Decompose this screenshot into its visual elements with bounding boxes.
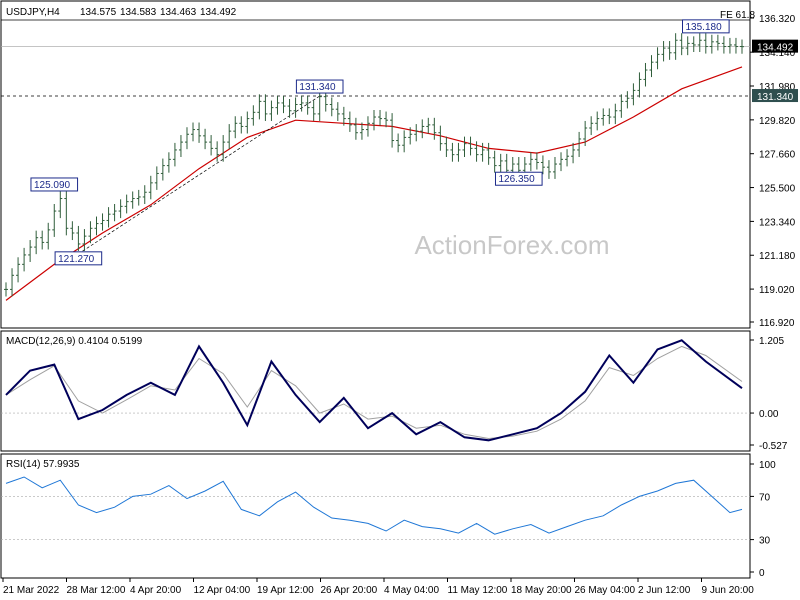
rsi-tick-label: 30 <box>759 536 771 547</box>
macd-line <box>5 339 743 442</box>
price-tick-label: 121.180 <box>759 251 796 262</box>
rsi-grid <box>1 496 750 540</box>
ohlc-high: 134.583 <box>120 7 157 18</box>
price-grid <box>1 19 750 97</box>
ohlc-close: 134.492 <box>200 7 237 18</box>
time-tick-label: 26 Apr 20:00 <box>321 585 378 596</box>
support-price-box <box>752 89 798 103</box>
price-tick-label: 116.920 <box>759 318 795 329</box>
macd-tick-label: 1.205 <box>759 336 784 347</box>
annotation-box <box>682 19 730 34</box>
macd-label: MACD(12,26,9) 0.4104 0.5199 <box>6 336 143 347</box>
time-axis: 21 Mar 2022 28 Mar 12:00 4 Apr 20:00 12 Apr… <box>2 578 755 596</box>
price-tick-label: 134.140 <box>759 48 796 59</box>
annotation-label: 135.180 <box>686 22 723 33</box>
current-price-box <box>752 39 798 53</box>
macd-lines <box>5 339 743 442</box>
macd-axis: 1.205 0.00 -0.527 <box>750 336 788 452</box>
time-tick-label: 11 May 12:00 <box>448 585 508 596</box>
annotation-label: 131.340 <box>299 82 336 93</box>
annotations-group: 125.090 121.270 131.340 126.350 135.180 <box>30 19 730 266</box>
macd-tick-label: 0.00 <box>759 409 779 420</box>
time-tick-label: 4 Apr 20:00 <box>130 585 182 596</box>
rsi-line <box>5 476 743 535</box>
trend-line <box>78 95 320 255</box>
macd-tick-label: -0.527 <box>759 441 788 452</box>
moving-average-group <box>5 66 743 301</box>
price-panel-frame <box>0 0 751 329</box>
fib-label: FE 61.8 <box>720 10 755 21</box>
rsi-tick-label: 0 <box>759 568 765 579</box>
rsi-tick-label: 70 <box>759 492 771 503</box>
price-tick-label: 136.320 <box>759 14 796 25</box>
price-series-group <box>4 33 744 297</box>
symbol-label: USDJPY,H4 <box>6 7 60 18</box>
annotation-box <box>295 79 344 94</box>
signal-line <box>5 345 743 440</box>
time-tick-label: 4 May 04:00 <box>384 585 439 596</box>
support-price-label: 131.340 <box>757 92 794 103</box>
watermark: ActionForex.com <box>414 230 609 260</box>
price-axis: 136.320 134.140 131.980 129.820 127.660 125.5… <box>750 14 798 329</box>
annotation-label: 121.270 <box>58 254 95 265</box>
price-tick-label: 123.340 <box>759 217 796 228</box>
time-tick-label: 19 Apr 12:00 <box>257 585 314 596</box>
price-tick-label: 125.500 <box>759 184 796 195</box>
rsi-panel-frame <box>0 453 751 579</box>
ohlc-open: 134.575 <box>80 7 117 18</box>
current-price-label: 134.492 <box>757 43 794 54</box>
ohlc-low: 134.463 <box>160 7 197 18</box>
price-tick-label: 119.020 <box>759 285 795 296</box>
price-tick-label: 127.660 <box>759 150 796 161</box>
time-tick-label: 18 May 20:00 <box>511 585 572 596</box>
time-tick-label: 2 Jun 12:00 <box>638 585 691 596</box>
rsi-axis: 100 70 30 0 <box>750 460 776 579</box>
annotation-box <box>494 171 543 186</box>
annotation-label: 125.090 <box>34 180 71 191</box>
time-tick-label: 21 Mar 2022 <box>3 585 60 596</box>
time-tick-label: 28 Mar 12:00 <box>67 585 126 596</box>
price-tick-label: 131.980 <box>759 82 796 93</box>
rsi-label: RSI(14) 57.9935 <box>6 459 80 470</box>
annotation-label: 126.350 <box>498 174 535 185</box>
time-tick-label: 26 May 04:00 <box>575 585 636 596</box>
rsi-tick-label: 100 <box>759 460 776 471</box>
time-tick-label: 9 Jun 20:00 <box>702 585 755 596</box>
rsi-lines <box>5 476 743 535</box>
annotation-box <box>30 177 79 192</box>
moving-average-line <box>5 66 743 301</box>
annotation-box <box>54 251 103 266</box>
macd-panel-frame <box>0 330 751 452</box>
price-tick-label: 129.820 <box>759 116 796 127</box>
time-tick-label: 12 Apr 04:00 <box>194 585 251 596</box>
